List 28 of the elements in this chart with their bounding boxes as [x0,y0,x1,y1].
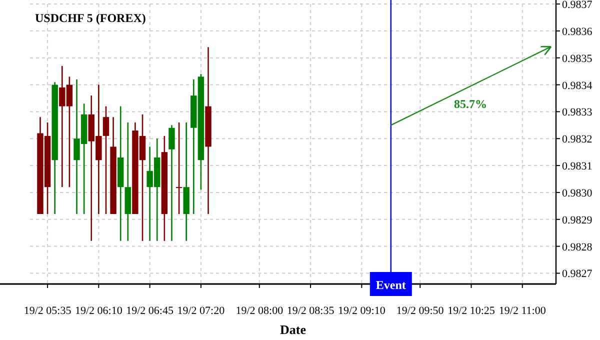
x-tick-label: 19/2 06:10 [74,305,123,317]
candlestick [168,124,175,242]
candlestick [102,106,110,215]
x-axis-title: Date [280,322,306,337]
x-tick-label: 19/2 06:45 [126,305,174,317]
x-tick-label: 19/2 05:35 [24,305,72,317]
y-tick-label: 0.9834 [562,80,593,92]
y-tick-label: 0.9837 [562,0,593,11]
y-tick-label: 0.9827 [562,268,593,280]
x-tick-label: 19/2 08:35 [286,305,335,317]
x-tick-label: 19/2 09:10 [338,305,386,317]
y-tick-label: 0.9831 [562,160,592,173]
y-tick-label: 0.9828 [562,241,593,254]
annotation: 85.7% [454,97,488,112]
x-tick-label: 19/2 07:20 [177,305,226,317]
y-tick-label: 0.9832 [562,134,592,146]
y-tick-label: 0.9829 [562,214,593,226]
text: USDCHF 5 (FOREX) [35,11,146,25]
x-tick-label: 19/2 10:25 [448,305,496,317]
candlestick [176,122,182,215]
y-tick-label: 0.9835 [562,52,593,65]
y-tick-label: 0.9836 [562,26,593,38]
x-tick-label: 19/2 11:00 [498,305,546,317]
x-tick-label: 19/2 09:50 [396,305,444,317]
y-tick-label: 0.9830 [562,187,593,200]
ref-line-label: Event [376,278,406,292]
x-tick-label: 19/2 08:00 [236,305,284,317]
y-tick-label: 0.9833 [562,106,593,119]
